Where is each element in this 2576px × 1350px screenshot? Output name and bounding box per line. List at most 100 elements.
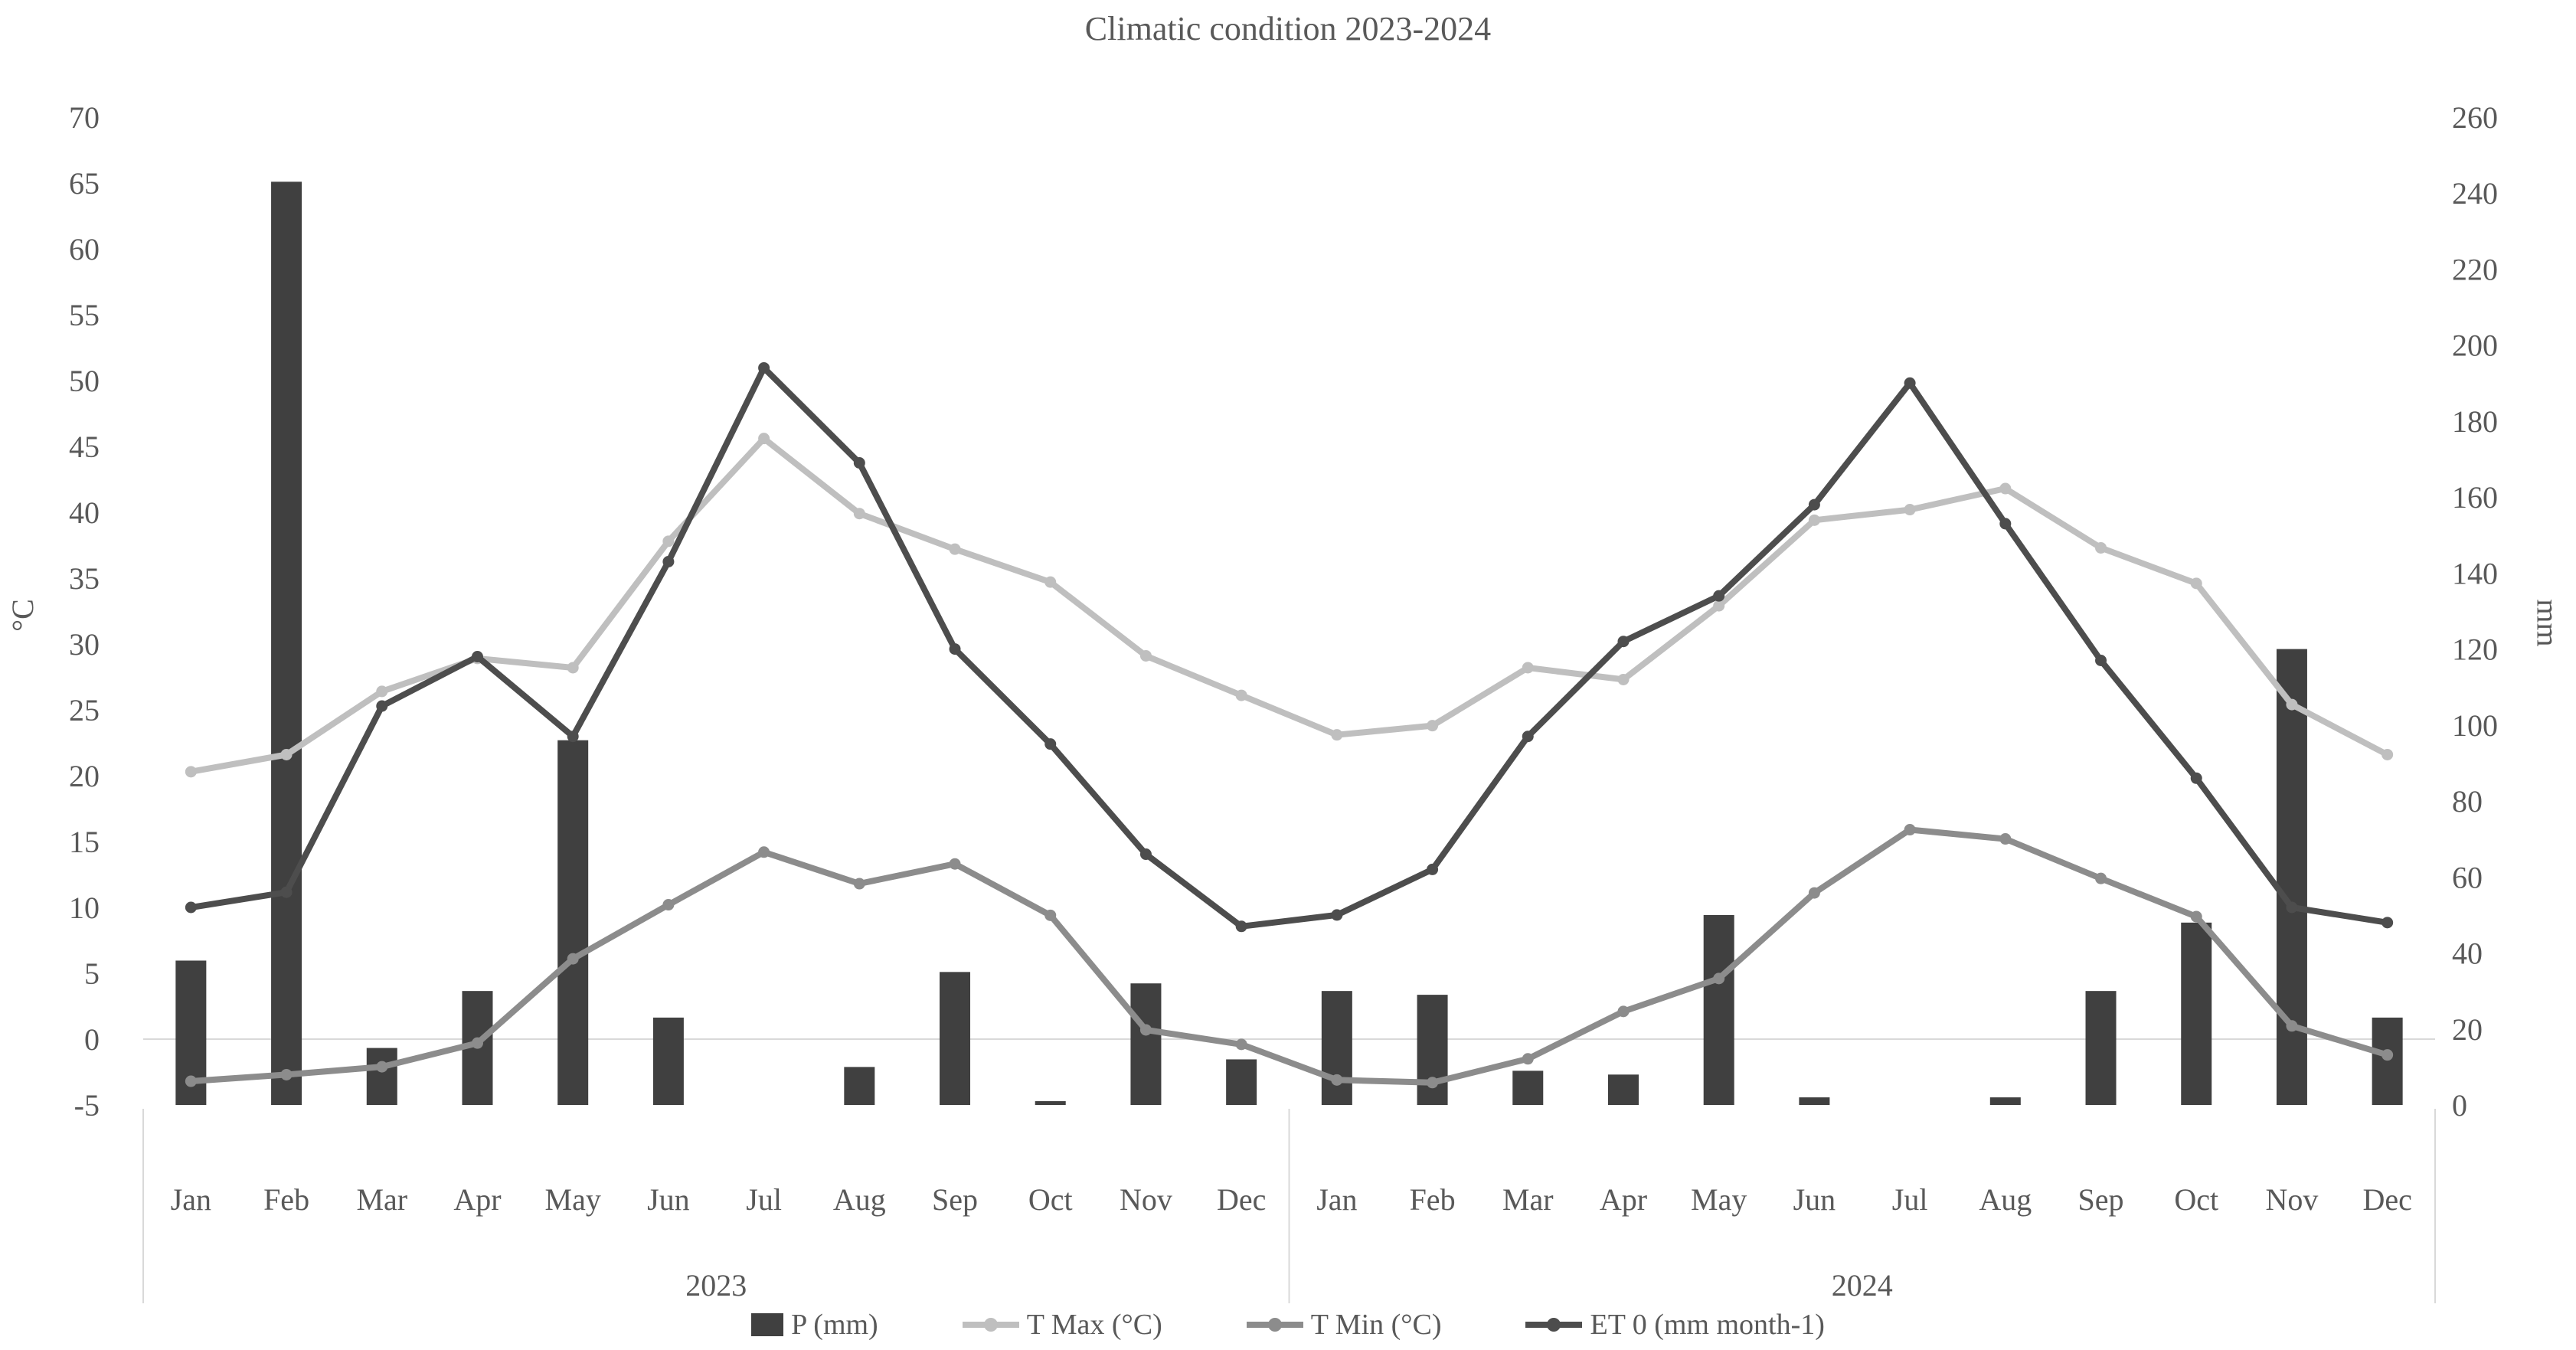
line-marker xyxy=(471,1037,483,1049)
month-label: Dec xyxy=(1217,1182,1266,1217)
left-axis-tick-label: 60 xyxy=(69,232,100,266)
line-marker-swatch-icon xyxy=(1246,1318,1303,1332)
legend-label: ET 0 (mm month-1) xyxy=(1590,1309,1825,1341)
right-axis-tick-label: 60 xyxy=(2452,860,2483,894)
bar-sep-2024 xyxy=(2085,991,2117,1105)
left-axis-tick-label: 20 xyxy=(69,759,100,793)
line-marker xyxy=(1139,848,1152,861)
line-marker xyxy=(1044,909,1057,921)
line-marker xyxy=(1139,649,1152,662)
right-axis-tick-label: 0 xyxy=(2452,1088,2467,1123)
bar-mar-2023 xyxy=(366,1048,397,1105)
legend-label: T Min (°C) xyxy=(1310,1309,1442,1341)
line-marker xyxy=(662,899,675,911)
line-marker xyxy=(1617,636,1630,648)
right-axis-tick-label: 240 xyxy=(2452,176,2498,211)
line-marker xyxy=(567,953,579,965)
legend: P (mm) T Max (°C) T Min (°C) ET 0 (mm mo… xyxy=(0,1300,2576,1349)
line-marker xyxy=(1427,1077,1439,1089)
line-marker xyxy=(280,748,293,760)
left-axis-tick-label: 45 xyxy=(69,430,100,464)
line-marker xyxy=(853,878,865,890)
legend-item-tmin[interactable]: T Min (°C) xyxy=(1246,1308,1442,1342)
month-label: Sep xyxy=(2078,1182,2124,1217)
month-label: Dec xyxy=(2362,1182,2411,1217)
right-axis-tick-label: 200 xyxy=(2452,329,2498,363)
line-marker xyxy=(1235,1038,1247,1051)
line-marker xyxy=(1904,824,1916,836)
line-marker xyxy=(1044,738,1057,750)
left-axis-tick-label: 50 xyxy=(69,364,100,398)
month-label: Mar xyxy=(356,1182,407,1217)
bar-sep-2023 xyxy=(940,972,971,1105)
chart-title: Climatic condition 2023-2024 xyxy=(1084,10,1492,47)
line-marker xyxy=(2286,1020,2298,1032)
left-axis-tick-label: 25 xyxy=(69,693,100,727)
legend-label: T Max (°C) xyxy=(1026,1309,1162,1341)
line-marker xyxy=(853,508,865,520)
line-marker xyxy=(1713,590,1725,602)
line-marker xyxy=(1808,514,1820,526)
month-label: Nov xyxy=(2265,1182,2318,1217)
year-label: 2024 xyxy=(1832,1268,1893,1303)
line-marker xyxy=(567,731,579,743)
line-marker xyxy=(1235,920,1247,933)
left-axis-tick-label: 15 xyxy=(69,825,100,859)
bar-feb-2024 xyxy=(1417,995,1448,1105)
legend-item-tmax[interactable]: T Max (°C) xyxy=(962,1308,1162,1342)
legend-item-precipitation[interactable]: P (mm) xyxy=(751,1308,878,1342)
line-marker xyxy=(376,1061,388,1073)
month-label: Feb xyxy=(263,1182,309,1217)
month-label: Mar xyxy=(1502,1182,1554,1217)
line-marker xyxy=(1522,1053,1534,1065)
line-marker xyxy=(1331,729,1343,741)
right-axis-tick-label: 80 xyxy=(2452,784,2483,819)
line-marker xyxy=(1522,662,1534,674)
month-label: Apr xyxy=(1600,1182,1647,1217)
line-marker xyxy=(1904,377,1916,389)
bar-apr-2024 xyxy=(1607,1074,1639,1105)
month-label: Sep xyxy=(932,1182,978,1217)
month-label: Jul xyxy=(746,1182,782,1217)
line-series xyxy=(188,364,2391,930)
line-marker xyxy=(949,643,961,655)
line-marker xyxy=(853,457,865,469)
month-label: Jan xyxy=(1316,1182,1357,1217)
right-axis-tick-label: 140 xyxy=(2452,556,2498,590)
line-marker xyxy=(1808,887,1820,899)
line-marker xyxy=(949,858,961,870)
line-marker xyxy=(2095,872,2107,884)
left-axis-tick-label: 40 xyxy=(69,495,100,530)
bar-feb-2023 xyxy=(271,181,302,1105)
month-label: Aug xyxy=(1979,1182,2032,1217)
month-label: Jun xyxy=(1793,1182,1836,1217)
line-marker xyxy=(2381,1049,2394,1061)
right-axis-tick-label: 180 xyxy=(2452,404,2498,439)
right-axis-tick-label: 260 xyxy=(2452,100,2498,135)
legend-label: P (mm) xyxy=(791,1309,878,1341)
bar-oct-2023 xyxy=(1035,1101,1066,1105)
line-marker xyxy=(1808,498,1820,511)
month-label: Jul xyxy=(1892,1182,1928,1217)
bar-may-2023 xyxy=(557,740,589,1105)
line-marker xyxy=(1999,833,2012,845)
line-marker xyxy=(376,685,388,698)
left-axis-tick-label: 30 xyxy=(69,627,100,662)
month-label: Oct xyxy=(1028,1182,1073,1217)
month-label: Jun xyxy=(647,1182,690,1217)
line-marker xyxy=(2190,577,2202,590)
month-label: Nov xyxy=(1120,1182,1172,1217)
month-label: Apr xyxy=(453,1182,501,1217)
right-axis-tick-label: 160 xyxy=(2452,480,2498,515)
bar-may-2024 xyxy=(1703,914,1734,1105)
line-marker xyxy=(280,886,293,898)
right-axis-tick-label: 220 xyxy=(2452,252,2498,286)
left-axis-tick-label: 0 xyxy=(84,1022,100,1057)
bar-swatch-icon xyxy=(751,1313,784,1336)
bar-jun-2023 xyxy=(652,1017,684,1105)
bar-jan-2024 xyxy=(1321,991,1352,1105)
line-marker xyxy=(2095,541,2107,554)
left-axis-tick-label: 70 xyxy=(69,100,100,135)
legend-item-et0[interactable]: ET 0 (mm month-1) xyxy=(1525,1308,1825,1342)
